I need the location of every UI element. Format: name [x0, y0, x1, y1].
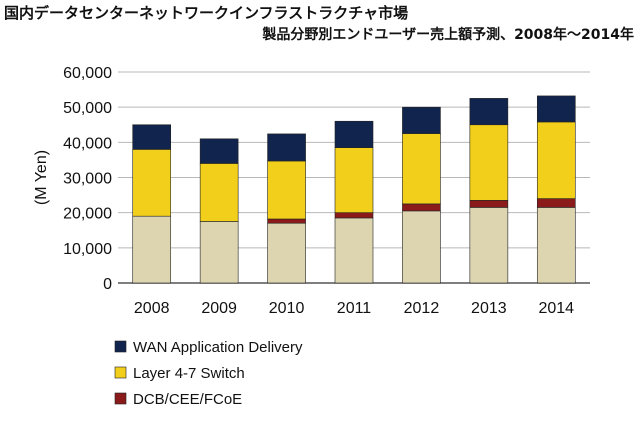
bar-segment	[334, 147, 374, 213]
bar-segment	[469, 207, 509, 284]
bar-segment	[469, 98, 509, 126]
y-tick-label: 30,000	[63, 171, 112, 188]
bar-segment	[402, 133, 441, 205]
bar-segment	[334, 217, 374, 284]
x-tick-label: 2014	[538, 300, 574, 317]
bar-segment	[536, 198, 576, 208]
bar-segment	[199, 163, 239, 222]
y-gridlines	[118, 71, 590, 284]
y-tick-label: 10,000	[63, 241, 112, 258]
x-tick-labels: 2008 2009 2010 2011 2012 2013 2014	[134, 300, 574, 317]
y-tick-label: 50,000	[63, 100, 112, 117]
legend-label: DCB/CEE/FCoE	[133, 391, 242, 408]
legend-swatch	[114, 340, 127, 353]
bar-segment	[132, 215, 172, 284]
y-tick-label: 20,000	[63, 206, 112, 223]
bar-segment	[402, 106, 441, 134]
bar-segment	[334, 120, 374, 148]
x-tick-label: 2010	[269, 300, 305, 317]
y-tick-label: 0	[103, 276, 112, 293]
y-tick-labels: 0 10,000 20,000 30,000 40,000 50,000 60,000	[63, 65, 112, 293]
bar-segment	[199, 221, 239, 284]
bar-segment	[536, 207, 576, 284]
bar-segment	[132, 149, 172, 217]
bars	[132, 95, 576, 284]
bar-segment	[469, 200, 509, 208]
chart-subtitle: 製品分野別エンドユーザー売上額予測、2008年～2014年	[262, 27, 634, 43]
legend-label: WAN Application Delivery	[133, 339, 303, 356]
bar-segment	[132, 124, 172, 150]
chart-title: 国内データセンターネットワークインフラストラクチャ市場	[4, 4, 409, 22]
bar-segment	[536, 95, 576, 123]
bar-segment	[267, 133, 306, 162]
bar-segment	[469, 124, 509, 201]
x-tick-label: 2013	[471, 300, 507, 317]
bar-segment	[334, 212, 374, 219]
x-tick-label: 2011	[337, 300, 372, 317]
legend-swatch	[114, 366, 127, 379]
bar-segment	[267, 222, 306, 284]
bar-segment	[267, 218, 306, 224]
bar-segment	[402, 210, 441, 284]
x-tick-label: 2008	[134, 300, 170, 317]
bar-segment	[402, 203, 441, 212]
y-axis-label: (M Yen)	[33, 150, 50, 205]
legend-label: Layer 4-7 Switch	[133, 365, 245, 382]
y-tick-label: 40,000	[63, 135, 112, 152]
legend-swatch	[114, 392, 127, 405]
bar-segment	[267, 160, 306, 220]
legend: WAN Application Delivery Layer 4-7 Switch…	[114, 339, 303, 408]
bar-segment	[536, 121, 576, 199]
x-tick-label: 2012	[404, 300, 440, 317]
bar-segment	[199, 138, 239, 164]
x-tick-label: 2009	[201, 300, 237, 317]
y-tick-label: 60,000	[63, 65, 112, 82]
